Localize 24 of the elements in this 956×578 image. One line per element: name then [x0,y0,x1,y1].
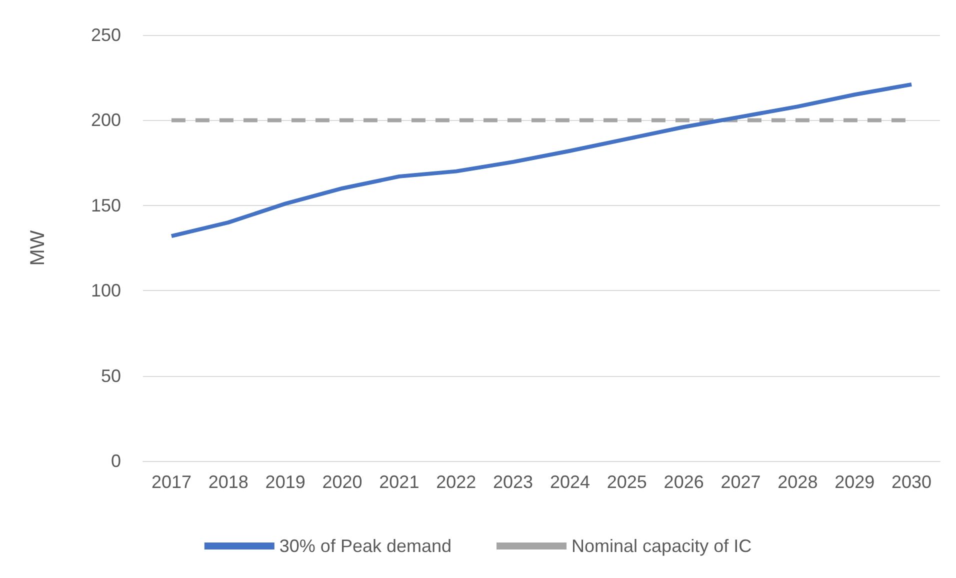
x-tick-label: 2027 [720,472,761,492]
y-axis-title: MW [27,230,49,266]
y-tick-label: 200 [90,110,121,130]
y-tick-label: 250 [90,25,121,45]
x-tick-label: 2028 [778,472,818,492]
x-tick-label: 2024 [550,472,590,492]
y-tick-label: 0 [110,451,121,471]
y-tick-label: 150 [90,195,121,216]
x-tick-label: 2022 [436,472,476,492]
x-tick-label: 2020 [322,472,362,492]
x-tick-label: 2018 [208,472,248,492]
line-series [169,82,914,238]
x-tick-label: 2023 [493,472,534,492]
x-tick-label: 2030 [892,472,932,492]
x-tick-label: 2021 [379,472,420,492]
legend-label: 30% of Peak demand [279,536,452,556]
legend-label: Nominal capacity of IC [572,536,752,556]
x-tick-label: 2017 [151,472,192,492]
x-tick-label: 2029 [834,472,875,492]
x-tick-label: 2026 [664,472,704,492]
x-tick-label: 2019 [265,472,306,492]
x-tick-label: 2025 [606,472,647,492]
y-tick-label: 100 [90,280,121,301]
y-tick-label: 50 [100,366,121,386]
